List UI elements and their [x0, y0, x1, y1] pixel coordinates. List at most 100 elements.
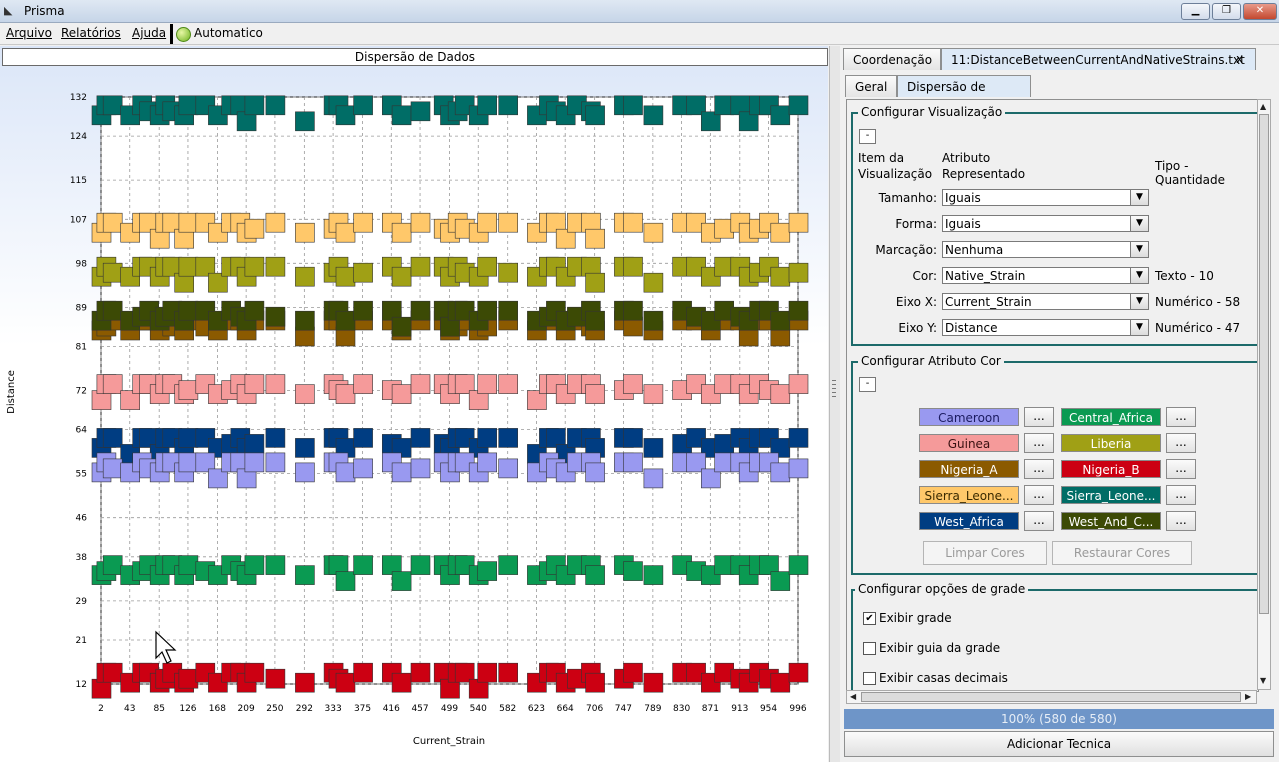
- scatter-point[interactable]: [265, 95, 286, 116]
- scatter-point[interactable]: [195, 452, 216, 473]
- show-grid-guide-label[interactable]: Exibir guia da grade: [879, 641, 1001, 655]
- scatter-point[interactable]: [498, 555, 519, 575]
- scatter-point[interactable]: [265, 555, 286, 575]
- scatter-point[interactable]: [335, 222, 356, 243]
- color-swatch[interactable]: West_And_C...: [1061, 512, 1161, 530]
- scatter-point[interactable]: [208, 272, 228, 293]
- choose-color-button[interactable]: ...: [1166, 459, 1196, 479]
- scatter-point[interactable]: [244, 452, 265, 473]
- maximize-button[interactable]: ❐: [1212, 3, 1241, 20]
- scatter-point[interactable]: [335, 384, 356, 404]
- color-swatch[interactable]: Guinea: [919, 434, 1019, 452]
- scatter-point[interactable]: [770, 571, 791, 591]
- scatter-point[interactable]: [410, 458, 431, 479]
- chevron-down-icon[interactable]: ▼: [1130, 216, 1148, 231]
- scatter-point[interactable]: [295, 672, 315, 693]
- scatter-point[interactable]: [477, 374, 498, 394]
- scatter-point[interactable]: [477, 95, 498, 116]
- scatter-point[interactable]: [498, 458, 519, 479]
- chevron-down-icon[interactable]: ▼: [1130, 242, 1148, 257]
- scatter-point[interactable]: [178, 300, 199, 321]
- eixo-y-select[interactable]: Distance ▼: [942, 319, 1149, 336]
- scatter-point[interactable]: [295, 438, 315, 458]
- scatter-point[interactable]: [477, 452, 498, 473]
- scatter-point[interactable]: [381, 555, 402, 575]
- automatic-label[interactable]: Automatico: [194, 26, 263, 40]
- scatter-point[interactable]: [623, 256, 643, 277]
- scatter-point[interactable]: [623, 300, 643, 321]
- scatter-point[interactable]: [335, 266, 356, 287]
- scatter-point[interactable]: [295, 384, 315, 404]
- scatter-point[interactable]: [381, 300, 402, 321]
- scroll-up-icon[interactable]: ▲: [1260, 102, 1267, 111]
- color-swatch[interactable]: Nigeria_A: [919, 460, 1019, 478]
- scatter-point[interactable]: [391, 105, 412, 126]
- scatter-point[interactable]: [788, 555, 809, 575]
- choose-color-button[interactable]: ...: [1024, 459, 1054, 479]
- scatter-point[interactable]: [686, 452, 706, 473]
- scatter-point[interactable]: [178, 256, 199, 277]
- scatter-point[interactable]: [738, 111, 759, 132]
- chevron-down-icon[interactable]: ▼: [1130, 190, 1148, 205]
- scatter-point[interactable]: [770, 462, 791, 483]
- scatter-point[interactable]: [498, 374, 519, 394]
- scatter-point[interactable]: [265, 306, 286, 327]
- scatter-point[interactable]: [353, 300, 373, 321]
- scatter-point[interactable]: [788, 458, 809, 479]
- color-swatch[interactable]: Sierra_Leone...: [1061, 486, 1161, 504]
- scatter-point[interactable]: [585, 272, 605, 293]
- scatter-point[interactable]: [353, 458, 373, 479]
- scatter-point[interactable]: [178, 380, 199, 400]
- scatter-point[interactable]: [643, 468, 664, 489]
- scatter-point[interactable]: [391, 384, 412, 404]
- scatter-point[interactable]: [410, 662, 431, 683]
- scatter-point[interactable]: [353, 428, 373, 448]
- scatter-point[interactable]: [244, 95, 265, 116]
- scatter-point[interactable]: [244, 218, 265, 239]
- scatter-chart[interactable]: 12 21 29 38 46 55 64 72 81 89 98 107 115 124 132 2 43 85 1…: [0, 46, 828, 762]
- scatter-point[interactable]: [623, 428, 643, 448]
- scatter-point[interactable]: [643, 438, 664, 458]
- scatter-point[interactable]: [102, 428, 123, 448]
- scatter-point[interactable]: [410, 256, 431, 277]
- scatter-point[interactable]: [477, 212, 498, 233]
- scatter-point[interactable]: [244, 662, 265, 683]
- scatter-point[interactable]: [410, 428, 431, 448]
- scatter-point[interactable]: [295, 266, 315, 287]
- scatter-point[interactable]: [498, 95, 519, 116]
- scatter-point[interactable]: [178, 428, 199, 448]
- scatter-point[interactable]: [102, 374, 123, 394]
- config-vis-collapse-button[interactable]: -: [859, 129, 876, 144]
- scatter-point[interactable]: [195, 256, 216, 277]
- scatter-point[interactable]: [788, 374, 809, 394]
- scatter-point[interactable]: [788, 428, 809, 448]
- scatter-point[interactable]: [643, 105, 664, 126]
- scatter-point[interactable]: [102, 212, 123, 233]
- scatter-point[interactable]: [686, 374, 706, 394]
- scatter-point[interactable]: [102, 555, 123, 575]
- scatter-point[interactable]: [585, 105, 605, 126]
- scatter-point[interactable]: [353, 212, 373, 233]
- scatter-point[interactable]: [643, 272, 664, 293]
- horizontal-scrollbar[interactable]: ◀ ▶: [846, 690, 1257, 704]
- color-swatch[interactable]: Central_Africa: [1061, 408, 1161, 426]
- menu-relatorios[interactable]: Relatórios: [61, 26, 121, 40]
- scatter-point[interactable]: [265, 374, 286, 394]
- menu-arquivo[interactable]: Arquivo: [6, 26, 52, 40]
- scatter-point[interactable]: [555, 228, 576, 249]
- chevron-down-icon[interactable]: ▼: [1130, 320, 1148, 335]
- tab-geral[interactable]: Geral: [845, 75, 897, 97]
- scatter-point[interactable]: [770, 266, 791, 287]
- close-button[interactable]: ✕: [1243, 3, 1277, 20]
- scatter-point[interactable]: [585, 565, 605, 585]
- scatter-point[interactable]: [643, 222, 664, 243]
- scatter-point[interactable]: [295, 111, 315, 132]
- scatter-point[interactable]: [686, 212, 706, 233]
- scatter-point[interactable]: [623, 452, 643, 473]
- color-swatch[interactable]: Sierra_Leone...: [919, 486, 1019, 504]
- scatter-point[interactable]: [335, 462, 356, 483]
- scatter-point[interactable]: [770, 222, 791, 243]
- scatter-point[interactable]: [498, 428, 519, 448]
- scatter-point[interactable]: [623, 561, 643, 581]
- tab-file[interactable]: 11:DistanceBetweenCurrentAndNativeStrain…: [941, 48, 1256, 70]
